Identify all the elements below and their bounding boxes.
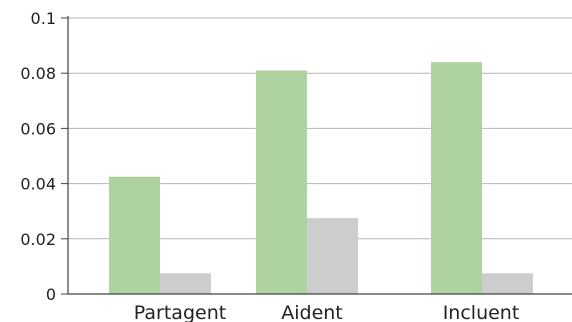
y-tick-label: 0.08 <box>20 64 56 83</box>
y-tick-label: 0.04 <box>20 175 56 194</box>
bar-partagent-series-1 <box>109 176 160 294</box>
x-axis-category-labels: Partagent Aident Incluent <box>134 302 520 322</box>
y-tick-label: 0 <box>46 285 56 304</box>
x-category-label: Partagent <box>134 302 226 322</box>
bar-aident-series-2 <box>307 218 358 294</box>
bars <box>109 62 533 294</box>
x-category-label: Aident <box>281 302 343 322</box>
x-category-label: Incluent <box>443 302 520 322</box>
axes <box>61 16 572 295</box>
y-tick-label: 0.1 <box>31 9 56 28</box>
bar-incluent-series-1 <box>431 62 482 294</box>
bar-partagent-series-2 <box>160 273 211 294</box>
y-tick-label: 0.06 <box>20 119 56 138</box>
bar-aident-series-1 <box>256 70 307 294</box>
y-tick-label: 0.02 <box>20 230 56 249</box>
y-axis-tick-labels: 0 0.02 0.04 0.06 0.08 0.1 <box>20 9 56 304</box>
bar-incluent-series-2 <box>482 273 533 294</box>
